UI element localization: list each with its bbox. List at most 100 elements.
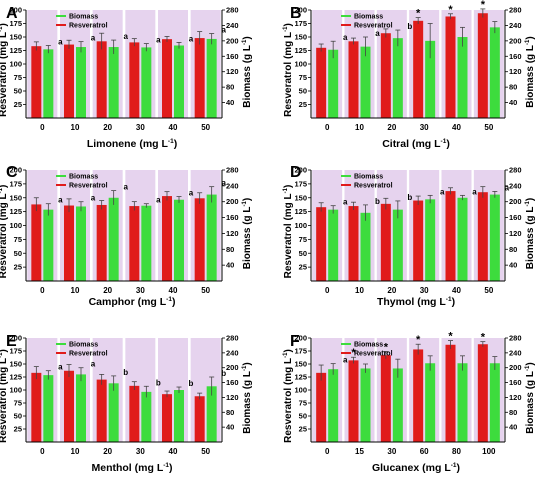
x-tick-label: 10: [71, 447, 80, 456]
significance-label: a: [91, 360, 96, 369]
resveratrol-bar: [129, 206, 140, 281]
x-tick-label: 0: [325, 123, 330, 132]
significance-label: *: [351, 347, 356, 359]
x-tick-label: 30: [420, 123, 429, 132]
y-axis-label-left: Resveratrol (mg L-1): [283, 23, 294, 117]
biomass-bar: [141, 205, 152, 281]
y-axis-label-right: Biomass (g L-1): [242, 36, 253, 107]
significance-label: b: [156, 378, 161, 387]
x-tick-label: 20: [103, 447, 112, 456]
y-axis-label-right: Biomass (g L-1): [525, 198, 536, 269]
y-tick-label-left: 25: [14, 425, 22, 434]
legend-label-resveratrol: Resveratrol: [354, 23, 393, 30]
x-tick-label: 50: [484, 123, 493, 132]
resveratrol-bar: [316, 372, 327, 442]
legend-label-resveratrol: Resveratrol: [354, 351, 393, 358]
significance-label: b: [221, 369, 226, 378]
significance-label: a: [343, 198, 348, 207]
resveratrol-bar: [129, 42, 140, 118]
x-tick-label: 30: [387, 447, 396, 456]
y-tick-label-right: 160: [509, 378, 522, 387]
y-tick-label-right: 280: [509, 6, 522, 15]
biomass-bar: [174, 45, 184, 118]
y-tick-label-left: 200: [294, 166, 307, 175]
y-tick-label-left: 200: [9, 166, 22, 175]
resveratrol-bar: [129, 385, 140, 442]
resveratrol-bar: [162, 394, 172, 442]
biomass-bar: [108, 47, 119, 118]
y-tick-label-left: 50: [14, 412, 22, 421]
y-tick-label-right: 240: [509, 181, 522, 190]
y-tick-label-right: 160: [226, 213, 239, 222]
y-tick-label-left: 75: [299, 73, 307, 82]
y-tick-label-left: 175: [9, 179, 22, 188]
significance-label: b: [407, 193, 412, 202]
significance-label: *: [416, 8, 421, 20]
significance-label: a: [156, 36, 161, 45]
biomass-bar: [108, 197, 119, 281]
y-tick-label-left: 200: [294, 6, 307, 15]
resveratrol-bar: [477, 13, 488, 119]
resveratrol-bar: [348, 206, 359, 281]
x-tick-label: 40: [452, 286, 461, 295]
significance-label: a: [221, 179, 226, 188]
biomass-bar: [76, 206, 86, 281]
biomass-bar: [206, 38, 217, 118]
legend-label-resveratrol: Resveratrol: [69, 183, 108, 190]
y-axis-label-left: Resveratrol (mg L-1): [0, 23, 9, 117]
x-tick-label: 30: [136, 123, 145, 132]
y-tick-label-left: 125: [294, 207, 307, 216]
significance-label: b: [407, 22, 412, 31]
resveratrol-bar: [477, 344, 488, 442]
significance-label: *: [481, 332, 486, 344]
resveratrol-bar: [380, 203, 391, 281]
y-tick-label-right: 80: [509, 245, 517, 254]
significance-label: *: [481, 0, 486, 11]
biomass-bar: [392, 368, 403, 442]
y-tick-label-right: 200: [226, 363, 239, 372]
resveratrol-bar: [64, 205, 74, 281]
significance-label: a: [123, 32, 128, 41]
biomass-bar: [489, 194, 500, 281]
biomass-bar: [206, 386, 217, 442]
significance-label: a: [221, 26, 226, 35]
y-tick-label-left: 150: [294, 193, 307, 202]
y-tick-label-left: 100: [294, 60, 307, 69]
legend-label-resveratrol: Resveratrol: [69, 351, 108, 358]
y-axis-label-right: Biomass (g L-1): [242, 198, 253, 269]
x-tick-label: 0: [40, 286, 45, 295]
x-tick-label: 30: [420, 286, 429, 295]
resveratrol-bar: [64, 370, 74, 442]
x-tick-label: 10: [355, 123, 364, 132]
x-tick-label: 50: [201, 123, 210, 132]
biomass-bar: [457, 197, 468, 281]
y-tick-label-right: 240: [509, 348, 522, 357]
y-tick-label-left: 125: [294, 46, 307, 55]
x-tick-label: 50: [484, 286, 493, 295]
y-axis-label-left: Resveratrol (mg L-1): [283, 349, 294, 443]
biomass-bar: [425, 199, 436, 281]
y-tick-label-left: 75: [299, 399, 307, 408]
significance-label: b: [375, 197, 380, 206]
x-axis-label: Glucanex (mg L-1): [372, 462, 460, 474]
y-tick-label-left: 200: [9, 334, 22, 343]
y-tick-label-left: 75: [299, 235, 307, 244]
resveratrol-bar: [31, 204, 42, 281]
resveratrol-bar: [162, 196, 172, 281]
significance-label: a: [91, 194, 96, 203]
biomass-bar: [43, 49, 54, 118]
x-tick-label: 20: [103, 286, 112, 295]
x-tick-label: 20: [387, 123, 396, 132]
biomass-bar: [206, 194, 217, 281]
y-tick-label-right: 40: [226, 423, 234, 432]
biomass-bar: [76, 374, 86, 442]
x-tick-label: 100: [482, 447, 496, 456]
panel-c: Ca 0 a 10 a 20 a 30 a 40 a 50 25 50 75 100 125 150 175 200 4…: [0, 164, 253, 308]
significance-label: a: [58, 37, 63, 46]
panel-letter: F: [290, 333, 300, 350]
y-tick-label-left: 75: [14, 235, 22, 244]
resveratrol-bar: [445, 16, 456, 119]
x-tick-label: 40: [169, 123, 178, 132]
y-tick-label-left: 125: [294, 373, 307, 382]
